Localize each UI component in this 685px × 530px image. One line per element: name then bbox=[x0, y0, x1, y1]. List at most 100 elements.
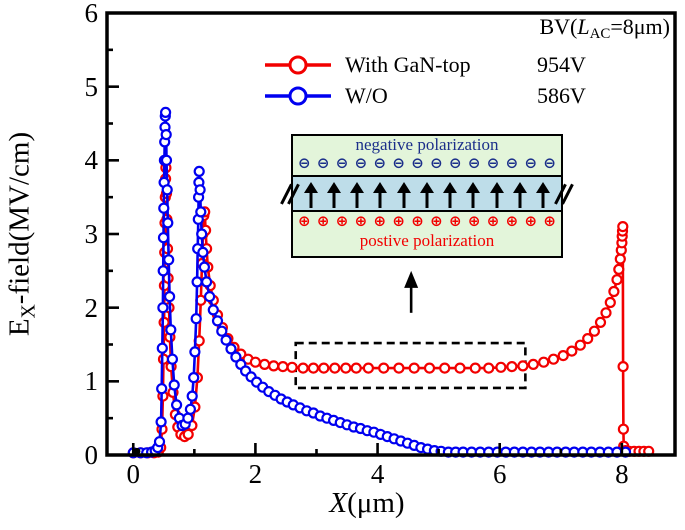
x-tick-label: 6 bbox=[492, 459, 507, 489]
y-tick-label: 6 bbox=[84, 0, 99, 28]
axis-break-icon bbox=[557, 183, 571, 205]
data-point-marker bbox=[195, 206, 207, 218]
plus-charge-icon: ⊕ bbox=[316, 212, 330, 230]
data-point-marker bbox=[617, 423, 630, 435]
plus-charge-icon: ⊕ bbox=[392, 212, 405, 230]
data-point-marker bbox=[566, 345, 578, 357]
data-point-marker bbox=[157, 232, 170, 244]
plus-charge-icon: ⊕ bbox=[449, 212, 462, 230]
data-point-marker bbox=[155, 416, 167, 428]
data-point-marker bbox=[186, 390, 198, 402]
plus-charge-icon: ⊕ bbox=[524, 212, 538, 230]
plus-charge-icon: ⊕ bbox=[373, 212, 387, 230]
data-point-marker bbox=[557, 350, 569, 362]
y-axis-title-base: E bbox=[3, 318, 36, 337]
data-point-marker bbox=[340, 362, 352, 374]
polarization-arrow-band bbox=[293, 175, 561, 212]
data-point-marker bbox=[547, 353, 560, 365]
data-point-marker bbox=[517, 360, 529, 372]
data-point-marker bbox=[157, 353, 170, 365]
data-point-marker bbox=[188, 372, 200, 384]
legend-entry-with-gan-top: With GaN-top 954V bbox=[263, 49, 670, 80]
minus-charge-icon: ⊖ bbox=[467, 154, 481, 172]
x-tick-label: 0 bbox=[126, 459, 141, 489]
data-point-marker bbox=[194, 184, 206, 196]
data-point-marker bbox=[196, 228, 208, 240]
data-point-marker bbox=[193, 165, 205, 177]
data-point-marker bbox=[617, 361, 629, 373]
minus-charge-icon: ⊖ bbox=[543, 154, 556, 172]
plus-charge-icon: ⊕ bbox=[467, 212, 481, 230]
data-point-marker bbox=[160, 154, 173, 166]
minus-charge-icon: ⊖ bbox=[486, 154, 500, 172]
data-point-marker bbox=[158, 202, 170, 214]
data-point-marker bbox=[171, 399, 183, 411]
y-tick-label: 4 bbox=[84, 145, 99, 176]
data-point-marker bbox=[197, 246, 209, 258]
data-point-marker bbox=[156, 342, 168, 354]
plus-charge-icon: ⊕ bbox=[486, 212, 500, 230]
plus-charge-icon: ⊕ bbox=[505, 212, 519, 230]
minus-charge-icon: ⊖ bbox=[430, 154, 443, 172]
data-point-marker bbox=[184, 403, 196, 415]
data-point-marker bbox=[157, 302, 169, 314]
plus-charge-icon: ⊕ bbox=[335, 212, 349, 230]
data-point-marker bbox=[198, 261, 210, 273]
data-point-marker bbox=[207, 304, 219, 316]
x-axis-title: X(μm) bbox=[107, 487, 627, 520]
positive-charge-row: ⊕ ⊕ ⊕ ⊕ ⊕ ⊕ ⊕ ⊕ ⊕ ⊕ ⊕ ⊕ ⊕ ⊕ bbox=[293, 212, 561, 231]
data-point-marker bbox=[190, 313, 202, 325]
minus-charge-icon: ⊖ bbox=[354, 154, 368, 172]
data-point-marker bbox=[614, 253, 626, 265]
x-axis-title-rest: (μm) bbox=[347, 487, 405, 519]
negative-polarization-label: negative polarization bbox=[355, 135, 499, 154]
legend: BV(LAC=8μm) With GaN-top 954V W/O 586V bbox=[263, 12, 670, 111]
y-tick-label: 0 bbox=[84, 440, 99, 470]
data-point-marker bbox=[362, 362, 374, 374]
data-point-marker bbox=[350, 362, 362, 374]
data-point-marker bbox=[286, 361, 298, 373]
data-point-marker bbox=[165, 324, 177, 336]
data-point-marker bbox=[168, 379, 180, 391]
y-axis-title-rest: -field(MV/cm) bbox=[3, 131, 36, 305]
data-point-marker bbox=[393, 362, 405, 374]
legend-header-variable: L bbox=[577, 14, 590, 39]
plus-charge-icon: ⊕ bbox=[354, 212, 368, 230]
data-point-marker bbox=[611, 274, 623, 286]
data-point-marker bbox=[329, 362, 341, 374]
data-point-marker bbox=[189, 346, 201, 358]
polarization-arrow-icon bbox=[513, 182, 527, 210]
data-point-marker bbox=[153, 436, 166, 448]
y-tick-label: 5 bbox=[84, 71, 99, 102]
plus-charge-icon: ⊕ bbox=[411, 212, 424, 230]
data-point-marker bbox=[211, 315, 224, 327]
polarization-arrow-icon bbox=[327, 182, 341, 210]
red-line-circle-marker-icon bbox=[265, 55, 331, 75]
minus-charge-icon: ⊖ bbox=[411, 154, 424, 172]
data-point-marker bbox=[164, 291, 176, 303]
axis-break-icon bbox=[283, 183, 297, 205]
data-point-marker bbox=[201, 276, 213, 288]
blue-line-circle-marker-icon bbox=[265, 86, 331, 106]
data-point-marker bbox=[423, 362, 436, 374]
data-point-marker bbox=[408, 362, 420, 374]
x-tick-label: 4 bbox=[370, 459, 385, 489]
data-point-marker bbox=[439, 362, 451, 374]
legend-entry-wo: W/O 586V bbox=[263, 80, 670, 111]
data-point-marker bbox=[216, 325, 228, 337]
polarization-arrow-icon bbox=[373, 182, 387, 210]
polarization-arrow-icon bbox=[350, 182, 364, 210]
y-tick-label: 3 bbox=[84, 219, 99, 249]
data-point-marker bbox=[161, 184, 173, 196]
negative-charge-row: ⊖ ⊖ ⊖ ⊖ ⊖ ⊖ ⊖ ⊖ ⊖ ⊖ ⊖ ⊖ ⊖ ⊖ bbox=[293, 154, 561, 173]
y-tick-label: 1 bbox=[84, 366, 99, 397]
legend-label: W/O bbox=[345, 82, 388, 108]
data-point-marker bbox=[160, 129, 172, 141]
data-point-marker bbox=[249, 356, 261, 368]
plus-charge-icon: ⊕ bbox=[430, 212, 443, 230]
data-point-marker bbox=[538, 356, 550, 368]
polarization-arrow-icon bbox=[397, 182, 411, 210]
minus-charge-icon: ⊖ bbox=[524, 154, 538, 172]
data-point-marker bbox=[230, 351, 242, 363]
